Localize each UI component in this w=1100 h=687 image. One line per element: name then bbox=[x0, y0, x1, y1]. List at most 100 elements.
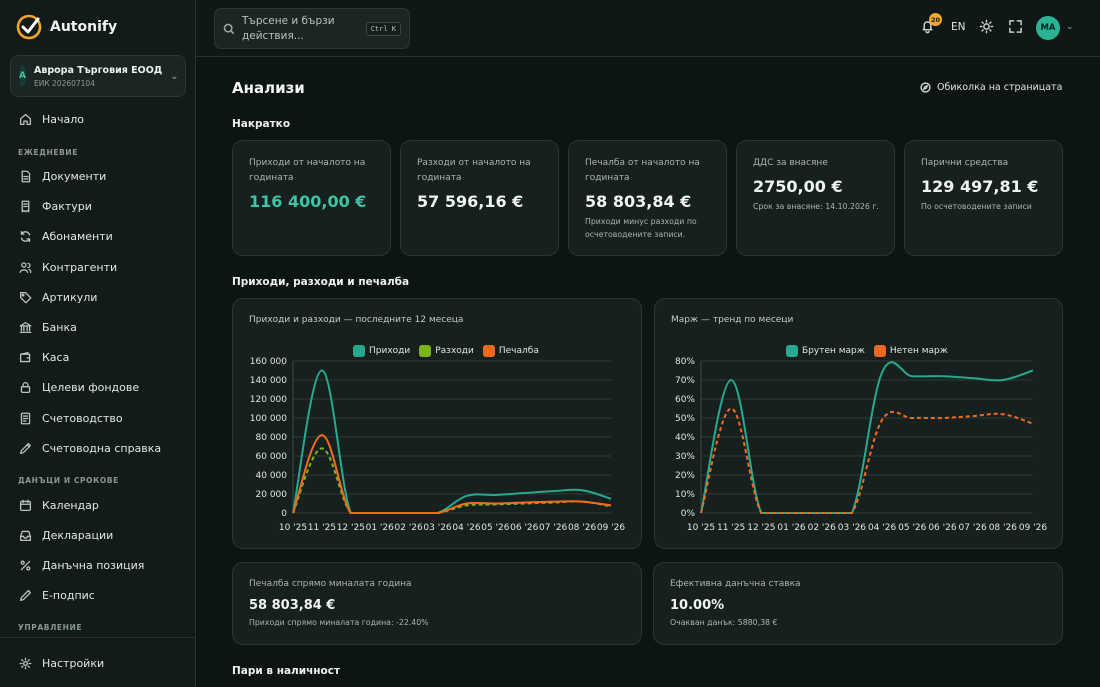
notifications-button[interactable]: 20 bbox=[920, 13, 943, 37]
wallet-icon bbox=[19, 351, 31, 362]
sidebar-item-articles[interactable]: Артикули bbox=[10, 284, 186, 310]
legend-swatch bbox=[482, 345, 495, 357]
sidebar-item-accounting-report[interactable]: Счетоводна справка bbox=[10, 435, 186, 461]
legend-label: Разходи bbox=[435, 346, 474, 356]
sidebar-item-label: Декларации bbox=[42, 528, 114, 542]
charts-heading: Приходи, разходи и печалба bbox=[232, 276, 410, 288]
users-icon bbox=[19, 261, 32, 273]
search-icon bbox=[223, 23, 235, 34]
x-tick-label: 09 '26 bbox=[597, 523, 626, 533]
pencil-icon bbox=[19, 442, 32, 454]
sidebar-item-label: Счетоводна справка bbox=[42, 441, 162, 455]
sidebar-item-label: Артикули bbox=[42, 290, 98, 304]
legend-item[interactable]: Приходи bbox=[353, 345, 410, 357]
nav-section-manage: УПРАВЛЕНИЕ bbox=[18, 623, 83, 632]
sidebar-item-invoices[interactable]: Фактури bbox=[10, 193, 186, 219]
x-tick-label: 07 '26 bbox=[959, 523, 988, 533]
card-value: 58 803,84 € bbox=[249, 598, 336, 613]
company-switcher[interactable]: A Аврора Търговия ЕООД ЕИК 202607104 ⌄ bbox=[10, 55, 186, 97]
sidebar-item-declarations[interactable]: Декларации bbox=[10, 522, 186, 548]
legend-swatch bbox=[353, 345, 365, 357]
page-tour-button[interactable]: Обиколка на страницата bbox=[920, 82, 1062, 93]
bank-icon bbox=[19, 321, 32, 333]
sidebar-item-label: Абонаменти bbox=[42, 229, 113, 243]
ledger-icon bbox=[20, 412, 31, 424]
sidebar-item-funds[interactable]: Целеви фондове bbox=[10, 374, 186, 400]
card-label: Печалба спрямо миналата година bbox=[249, 579, 412, 589]
chevron-down-icon: ⌄ bbox=[170, 70, 179, 82]
x-tick-label: 11 '25 bbox=[308, 523, 336, 533]
sidebar-item-home[interactable]: Начало bbox=[10, 106, 186, 132]
x-tick-label: 01 '26 bbox=[777, 523, 806, 533]
refresh-icon bbox=[20, 230, 31, 242]
y-tick-label: 60 000 bbox=[256, 452, 288, 462]
brand[interactable]: Autonify bbox=[16, 14, 117, 40]
series-line-1 bbox=[292, 447, 612, 514]
legend-item[interactable]: Разходи bbox=[419, 345, 474, 357]
sidebar-item-subscriptions[interactable]: Абонаменти bbox=[10, 223, 186, 249]
kpi-sub: Приходи минус разходи по осчетоводените … bbox=[585, 217, 697, 239]
y-tick-label: 120 000 bbox=[250, 395, 287, 405]
kpi-card-revenue: Приходи от началото на годината 116 400,… bbox=[232, 140, 391, 256]
sidebar-item-bank[interactable]: Банка bbox=[10, 314, 186, 340]
y-tick-label: 80 000 bbox=[256, 433, 288, 443]
sidebar-item-accounting[interactable]: Счетоводство bbox=[10, 405, 186, 431]
series-line-1 bbox=[700, 407, 1034, 514]
company-id: ЕИК 202607104 bbox=[33, 78, 95, 88]
kpi-label: ДДС за внасяне bbox=[753, 158, 828, 168]
sidebar-item-label: Настройки bbox=[42, 656, 105, 670]
y-tick-label: 0% bbox=[681, 509, 696, 519]
legend-item[interactable]: Нетен марж bbox=[873, 345, 948, 357]
sidebar-item-esignature[interactable]: Е-подпис bbox=[10, 582, 186, 608]
chart-plot: 0% 10% 20% 30% 40% 50% 60% 70% 80% 10 '25 11 '25 12… bbox=[675, 357, 1047, 533]
y-tick-label: 80% bbox=[675, 357, 695, 367]
fullscreen-button[interactable] bbox=[1008, 19, 1026, 37]
user-avatar[interactable]: МА bbox=[1036, 16, 1060, 40]
search-input[interactable]: Търсене и бързи действия... Ctrl K bbox=[214, 8, 410, 49]
chevron-down-icon[interactable]: ⌄ bbox=[1066, 22, 1074, 32]
x-tick-label: 08 '26 bbox=[568, 523, 597, 533]
signature-icon bbox=[19, 589, 32, 601]
legend-item[interactable]: Брутен марж bbox=[786, 345, 865, 357]
shortcut-hint: Ctrl K bbox=[365, 21, 401, 36]
sidebar-item-calendar[interactable]: Календар bbox=[10, 492, 186, 518]
compass-icon bbox=[920, 82, 931, 93]
kpi-value: 116 400,00 € bbox=[249, 192, 367, 211]
x-tick-label: 11 '25 bbox=[717, 523, 745, 533]
sun-icon bbox=[979, 19, 994, 34]
nav-section-daily: ЕЖЕДНЕВИЕ bbox=[18, 148, 79, 157]
notification-badge: 20 bbox=[929, 13, 943, 26]
x-tick-label: 03 '26 bbox=[838, 523, 867, 533]
y-tick-label: 20% bbox=[675, 471, 695, 481]
sidebar-divider bbox=[0, 637, 196, 638]
theme-toggle[interactable] bbox=[979, 19, 997, 37]
sidebar-item-contractors[interactable]: Контрагенти bbox=[10, 254, 186, 280]
sidebar-item-tax-position[interactable]: Данъчна позиция bbox=[10, 552, 186, 578]
x-tick-label: 10 '25 bbox=[279, 523, 307, 533]
legend-item[interactable]: Печалба bbox=[482, 345, 539, 357]
legend-swatch bbox=[873, 345, 886, 357]
lock-icon bbox=[20, 381, 31, 393]
app-name: Autonify bbox=[50, 19, 118, 35]
y-tick-label: 10% bbox=[675, 490, 695, 500]
language-switch[interactable]: EN bbox=[951, 21, 966, 33]
sidebar-item-documents[interactable]: Документи bbox=[10, 163, 186, 189]
company-name: Аврора Търговия ЕООД bbox=[33, 64, 163, 76]
kpi-label: Разходи от началото на годината bbox=[417, 158, 531, 183]
tour-label: Обиколка на страницата bbox=[937, 82, 1063, 93]
sidebar-item-label: Контрагенти bbox=[42, 260, 118, 274]
kpi-sub: По осчетоводените записи bbox=[921, 202, 1032, 211]
card-sub: Очакван данък: 5880,38 € bbox=[670, 618, 778, 627]
tag-icon bbox=[19, 291, 32, 303]
y-tick-label: 40% bbox=[675, 433, 695, 443]
x-tick-label: 07 '26 bbox=[539, 523, 568, 533]
gear-icon bbox=[19, 657, 32, 669]
x-tick-label: 03 '26 bbox=[423, 523, 452, 533]
kpi-card-profit: Печалба от началото на годината 58 803,8… bbox=[568, 140, 727, 256]
calendar-icon bbox=[19, 499, 32, 511]
y-tick-label: 160 000 bbox=[250, 357, 287, 367]
sidebar-item-settings[interactable]: Настройки bbox=[10, 650, 186, 676]
sidebar-item-cash[interactable]: Каса bbox=[10, 344, 186, 370]
legend-swatch bbox=[419, 345, 432, 357]
percent-icon bbox=[20, 560, 31, 570]
